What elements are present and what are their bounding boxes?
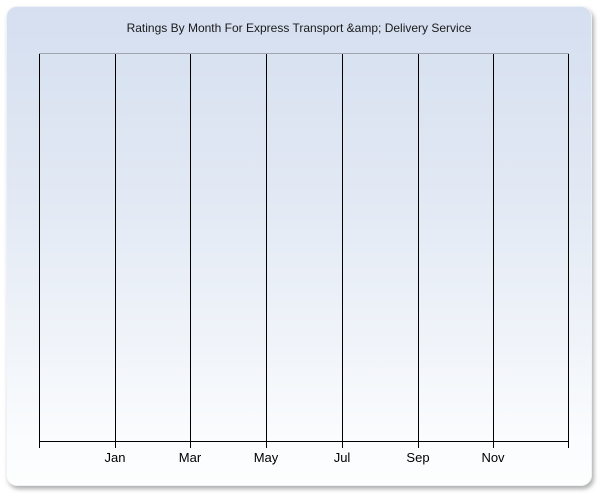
- x-axis-tick: [190, 442, 191, 448]
- x-axis-tick: [493, 442, 494, 448]
- vertical-gridline: [115, 54, 116, 441]
- x-axis-tick: [342, 442, 343, 448]
- x-axis-tick-label: Mar: [178, 450, 202, 465]
- chart-title: Ratings By Month For Express Transport &…: [126, 21, 472, 35]
- vertical-gridline: [493, 54, 494, 441]
- x-axis-tick: [568, 442, 569, 448]
- x-axis-tick-label: Sep: [406, 450, 430, 465]
- x-axis-tick: [39, 442, 40, 448]
- vertical-gridline: [39, 54, 40, 441]
- x-axis-tick-label: Jul: [333, 450, 351, 465]
- x-axis-labels: Jan Mar May Jul Sep Nov: [39, 450, 569, 468]
- vertical-gridline: [568, 54, 569, 441]
- vertical-gridline: [266, 54, 267, 441]
- x-axis-tick: [418, 442, 419, 448]
- x-axis-tick: [266, 442, 267, 448]
- x-axis-tick-label: Jan: [104, 450, 126, 465]
- plot-area: [39, 53, 569, 448]
- x-axis-tick-label: Nov: [481, 450, 505, 465]
- x-axis-tick-label: May: [253, 450, 279, 465]
- chart-panel: Ratings By Month For Express Transport &…: [6, 6, 592, 486]
- vertical-gridline: [418, 54, 419, 441]
- vertical-gridline: [342, 54, 343, 441]
- x-axis-tick: [115, 442, 116, 448]
- vertical-gridline: [190, 54, 191, 441]
